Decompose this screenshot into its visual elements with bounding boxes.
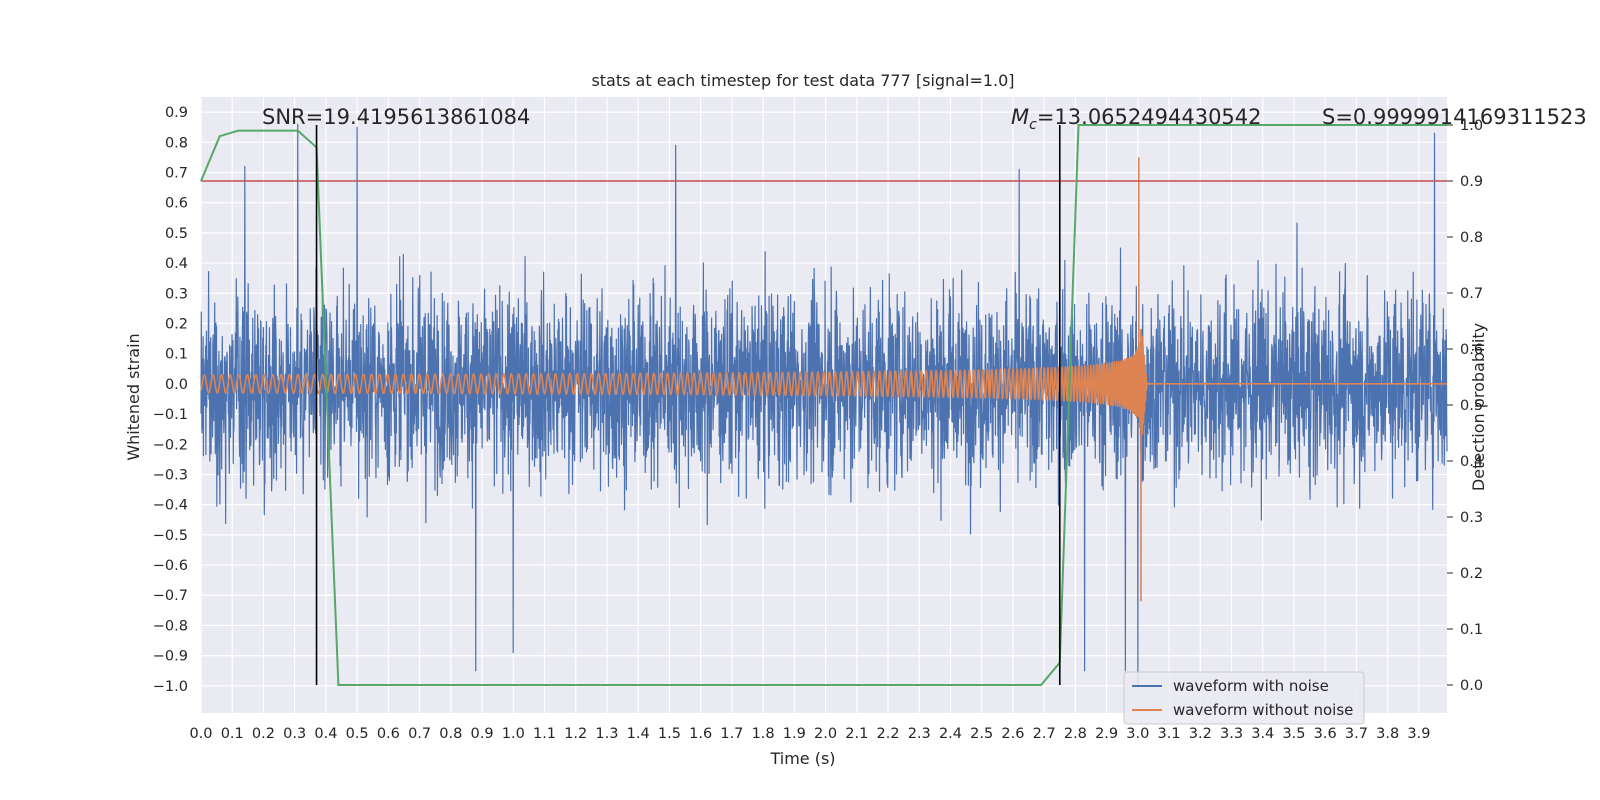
x-tick-label: 0.0 (189, 726, 212, 742)
y-tick-label: 0.5 (165, 226, 188, 242)
y-axis-ticks: 0.9 0.8 0.7 0.6 0.5 0.4 0.3 0.2 0.1 0.0 −0.1 −0.2 −0… (153, 105, 188, 695)
y-tick-label: −0.2 (153, 437, 188, 453)
detection-probability-line (200, 124, 1447, 686)
x-tick-label: 1.1 (533, 726, 556, 742)
x-tick-label: 0.7 (408, 726, 431, 742)
y-tick-label: −0.1 (153, 407, 188, 423)
marker-lines (315, 125, 1061, 685)
x-tick-label: 3.5 (1282, 726, 1305, 742)
x-tick-label: 2.8 (1064, 726, 1087, 742)
x-axis-label: Time (s) (769, 749, 835, 768)
y2-tick-label: 0.6 (1460, 342, 1483, 358)
x-tick-label: 0.9 (471, 726, 494, 742)
x-tick-label: 2.0 (814, 726, 837, 742)
x-tick-label: 1.6 (689, 726, 712, 742)
y2-tick-label: 0.3 (1460, 510, 1483, 526)
x-tick-label: 3.6 (1314, 726, 1337, 742)
y2-tick-label: 0.7 (1460, 286, 1483, 302)
x-tick-label: 2.5 (970, 726, 993, 742)
x-tick-label: 1.4 (627, 726, 650, 742)
x-tick-label: 3.1 (1158, 726, 1181, 742)
chirp-mass-annotation: Mc=13.0652494430542 (1011, 105, 1262, 133)
y-tick-label: 0.2 (165, 316, 188, 332)
legend-label-noisy: waveform with noise (1173, 677, 1329, 695)
legend: waveform with noise waveform without noi… (1123, 671, 1365, 725)
y-tick-label: 0.3 (165, 286, 188, 302)
y-tick-label: −0.9 (153, 649, 188, 665)
snr-annotation: SNR=19.4195613861084 (262, 105, 530, 129)
y2-tick-label: 0.1 (1460, 622, 1483, 638)
y-tick-label: 0.7 (165, 165, 188, 181)
x-tick-label: 3.0 (1126, 726, 1149, 742)
chirp-mass-subscript: c (1029, 117, 1037, 133)
x-tick-label: 1.7 (720, 726, 743, 742)
y-tick-label: −0.7 (153, 588, 188, 604)
y-tick-label: −0.8 (153, 618, 188, 634)
y-tick-label: −0.6 (153, 558, 188, 574)
x-tick-label: 1.8 (752, 726, 775, 742)
x-tick-label: 3.9 (1407, 726, 1430, 742)
y-tick-label: −0.5 (153, 528, 188, 544)
y2-axis-label: Detection probability (1469, 323, 1488, 491)
y-tick-label: −1.0 (153, 679, 188, 695)
waveform-with-noise-series (200, 123, 1448, 687)
x-axis-ticks: 0.0 0.1 0.2 0.3 0.4 0.5 0.6 0.7 0.8 0.9 1.0 1.1 1.2 1… (189, 726, 1430, 742)
noisy-waveform-line (200, 123, 1448, 687)
y2-tick-label: 0.4 (1460, 454, 1483, 470)
x-tick-label: 2.1 (845, 726, 868, 742)
y2-axis-ticks: 1.0 0.9 0.8 0.7 0.6 0.5 0.4 0.3 0.2 0.1 0.0 (1447, 118, 1483, 694)
x-tick-label: 0.4 (314, 726, 337, 742)
y-tick-label: 0.4 (165, 256, 188, 272)
x-tick-label: 2.3 (908, 726, 931, 742)
y2-tick-label: 0.9 (1460, 174, 1483, 190)
detection-probability-series (200, 124, 1447, 686)
y-tick-label: −0.4 (153, 498, 188, 514)
x-tick-label: 2.4 (939, 726, 962, 742)
x-tick-label: 1.3 (595, 726, 618, 742)
clean-waveform-line (200, 329, 1448, 435)
y-tick-label: −0.3 (153, 467, 188, 483)
chirp-mass-value: =13.0652494430542 (1037, 105, 1262, 129)
x-tick-label: 2.9 (1095, 726, 1118, 742)
waveform-without-noise-series (200, 157, 1448, 602)
x-tick-label: 2.7 (1033, 726, 1056, 742)
chart-title: stats at each timestep for test data 777… (591, 71, 1014, 90)
y2-tick-label: 0.0 (1460, 678, 1483, 694)
x-tick-label: 0.1 (221, 726, 244, 742)
x-tick-label: 0.8 (439, 726, 462, 742)
y-tick-label: 0.6 (165, 196, 188, 212)
legend-label-clean: waveform without noise (1173, 701, 1353, 719)
x-tick-label: 3.8 (1376, 726, 1399, 742)
x-tick-label: 1.5 (658, 726, 681, 742)
x-tick-label: 2.2 (876, 726, 899, 742)
y2-tick-label: 1.0 (1460, 118, 1483, 134)
x-tick-label: 0.2 (252, 726, 275, 742)
y-axis-label: Whitened strain (124, 333, 143, 460)
x-tick-label: 0.6 (377, 726, 400, 742)
y2-tick-label: 0.5 (1460, 398, 1483, 414)
x-tick-label: 0.3 (283, 726, 306, 742)
x-tick-label: 1.0 (502, 726, 525, 742)
x-tick-label: 3.2 (1189, 726, 1212, 742)
significance-annotation: S=0.9999914169311523 (1322, 105, 1587, 129)
y2-tick-label: 0.8 (1460, 230, 1483, 246)
y-tick-label: 0.1 (165, 347, 188, 363)
x-tick-label: 0.5 (346, 726, 369, 742)
x-tick-label: 2.6 (1001, 726, 1024, 742)
y-tick-label: 0.9 (165, 105, 188, 121)
y2-tick-label: 0.2 (1460, 566, 1483, 582)
x-tick-label: 1.2 (564, 726, 587, 742)
y-tick-label: 0.0 (165, 377, 188, 393)
y-tick-label: 0.8 (165, 135, 188, 151)
legend-box (1123, 671, 1365, 725)
chirp-mass-symbol: M (1011, 105, 1029, 129)
x-tick-label: 1.9 (783, 726, 806, 742)
x-tick-label: 3.4 (1251, 726, 1274, 742)
x-tick-label: 3.3 (1220, 726, 1243, 742)
x-tick-label: 3.7 (1345, 726, 1368, 742)
